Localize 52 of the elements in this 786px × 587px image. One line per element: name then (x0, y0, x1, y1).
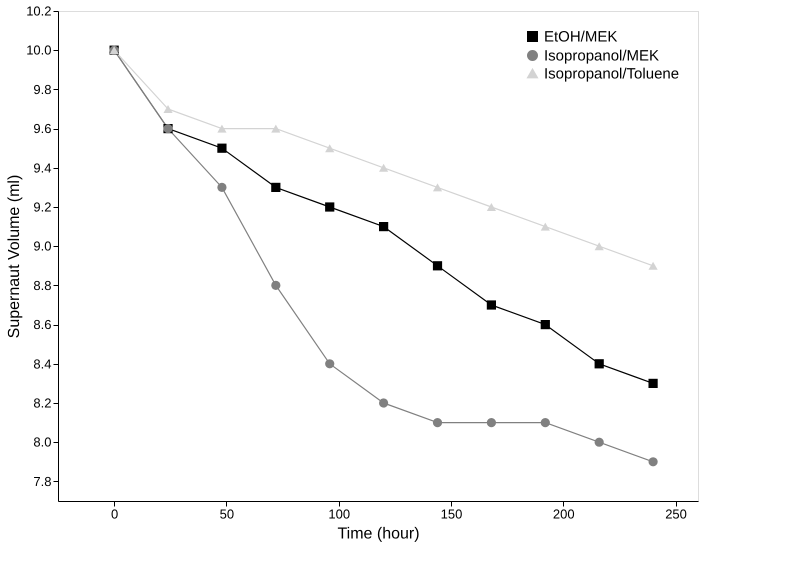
point (486, 300, 496, 310)
y-tick-label: 9.0 (33, 238, 52, 254)
point (432, 418, 442, 428)
point (271, 280, 280, 290)
x-tick-label: 250 (665, 506, 687, 522)
y-tick-label: 8.4 (33, 356, 52, 372)
x-tick-label: 50 (220, 506, 234, 522)
y-tick-label: 9.6 (33, 121, 52, 136)
point (432, 183, 442, 192)
legend-label: Isopropanol/MEK (544, 48, 660, 64)
y-tick-label: 9.4 (33, 160, 52, 176)
point (594, 438, 604, 447)
point (325, 202, 334, 212)
y-tick-label: 10.0 (26, 42, 52, 58)
point (379, 222, 388, 232)
point (486, 203, 496, 211)
point (648, 262, 658, 270)
point (432, 261, 442, 270)
point (486, 418, 496, 428)
y-tick-label: 8.8 (33, 278, 52, 293)
point (163, 105, 173, 113)
point (271, 124, 280, 133)
point (540, 320, 550, 330)
y-axis-title: Supernaut Volume (ml) (6, 174, 24, 338)
point (648, 378, 658, 388)
point (540, 418, 550, 428)
point (217, 144, 227, 153)
point (217, 124, 227, 133)
x-axis-title: Time (hour) (337, 526, 420, 542)
x-tick-label: 200 (552, 506, 575, 522)
legend-label: EtOH/MEK (544, 28, 618, 46)
x-tick-label: 0 (111, 506, 118, 522)
x-tick-label: 100 (328, 506, 350, 522)
y-tick-label: 10.2 (26, 4, 52, 18)
y-tick-label: 8.0 (33, 434, 52, 450)
point (648, 457, 658, 466)
y-tick-label: 9.8 (33, 82, 52, 97)
y-tick-label: 8.2 (33, 396, 52, 410)
y-tick-label: 9.2 (33, 200, 52, 214)
point (594, 359, 604, 368)
point (325, 144, 334, 152)
point (379, 164, 388, 172)
point (325, 359, 334, 368)
point (217, 182, 227, 192)
y-tick-label: 8.6 (33, 317, 52, 332)
x-tick-label: 150 (440, 506, 462, 522)
point (540, 222, 550, 231)
point (594, 242, 604, 250)
legend-label: Isopropanol/Toluene (544, 66, 680, 82)
point (379, 398, 388, 408)
y-tick-label: 7.8 (33, 474, 52, 489)
point (271, 182, 280, 192)
